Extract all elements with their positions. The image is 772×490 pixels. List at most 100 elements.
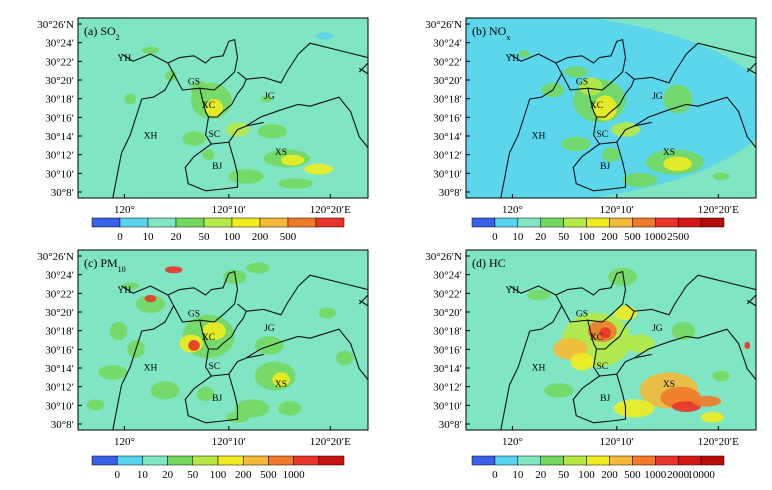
district-label-gs: GS (188, 310, 200, 320)
y-tick-label: 30°24′ (45, 270, 74, 282)
y-tick-label: 30°8′ (51, 187, 74, 199)
emission-blob (712, 370, 730, 382)
emission-blob (246, 262, 270, 274)
colorbar-tick-label: 10 (143, 231, 155, 243)
colorbar-tick-label: 0 (114, 469, 120, 481)
colorbar-swatch (540, 455, 564, 466)
y-tick-label: 30°8′ (439, 419, 462, 431)
colorbar-tick-label: 10 (512, 469, 524, 481)
colorbar-swatch (147, 217, 177, 228)
boundary-line (634, 274, 756, 316)
boundary-line (633, 328, 756, 380)
boundary-line (358, 62, 368, 73)
district-label-yh: YH (506, 286, 520, 296)
colorbar-tick-label: 10000 (687, 469, 715, 481)
district-label-xs: XS (663, 380, 675, 390)
y-tick-label: 30°24′ (433, 270, 462, 282)
district-label-bj: BJ (600, 394, 610, 404)
emission-blob (278, 401, 302, 416)
boundary-line (746, 62, 756, 73)
emission-blob (136, 295, 165, 313)
y-tick-label: 30°16′ (433, 112, 462, 124)
emission-blob (182, 131, 206, 146)
district-label-gs: GS (576, 78, 588, 88)
colorbar-tick-label: 2000 (667, 469, 690, 481)
emission-blob (561, 136, 591, 152)
y-tick-label: 30°8′ (439, 187, 462, 199)
district-label-jg: JG (264, 92, 275, 102)
y-tick-label: 30°18′ (45, 326, 74, 338)
panel-a: YH GS XC JG XH SC BJ XS (a) SO2 30°26′N 30°24′ 30°2… (37, 17, 369, 243)
y-tick-label: 30°12′ (433, 382, 462, 394)
boundary-line (246, 42, 368, 84)
x-tick-label: 120°20′E (698, 204, 739, 216)
emission-blob (744, 341, 751, 349)
colorbar-tick-label: 500 (260, 469, 277, 481)
district-label-sc: SC (596, 362, 608, 372)
district-label-xc: XC (590, 333, 603, 343)
colorbar-swatch (175, 217, 205, 228)
colorbar-tick-label: 100 (210, 469, 227, 481)
boundary-line (112, 285, 175, 430)
emission-blob (663, 156, 693, 171)
emission-blob (257, 124, 287, 139)
y-tick-label: 30°14′ (45, 131, 74, 143)
panel-d: YH GS XC JG XH SC BJ XS (d) HC 30°26′N 30°24′ 30°22… (425, 249, 757, 481)
boundary-line (555, 39, 627, 91)
colorbar-swatch (293, 455, 320, 466)
colorbar-tick-label: 1000 (644, 231, 667, 243)
colorbar-tick-label: 20 (535, 231, 547, 243)
colorbar-swatch (655, 455, 679, 466)
colorbar-tick-label: 500 (280, 231, 297, 243)
district-label-bj: BJ (212, 394, 222, 404)
y-tick-label: 30°18′ (45, 94, 74, 106)
colorbar-tick-label: 1000 (283, 469, 306, 481)
boundary-line (112, 53, 175, 198)
emission-blob (671, 322, 696, 340)
panel-c: YH GS XC JG XH SC BJ XS (c) PM10 30°26′N 30°24′ 30°… (37, 249, 369, 481)
colorbar-swatch (119, 217, 149, 228)
boundary-line (358, 294, 368, 305)
colorbar-tick-label: 0 (492, 469, 498, 481)
panel-title: (b) NOx (472, 24, 510, 42)
y-tick-label: 30°20′ (433, 75, 462, 87)
y-tick-label: 30°26′N (37, 19, 74, 31)
y-tick-label: 30°26′N (425, 251, 462, 263)
colorbar-tick-label: 20 (535, 469, 547, 481)
colorbar-swatch (700, 217, 725, 228)
colorbar-tick-label: 10 (512, 231, 524, 243)
boundary-line (245, 328, 368, 380)
colorbar-swatch (142, 455, 168, 466)
y-tick-label: 30°16′ (433, 344, 462, 356)
y-tick-label: 30°18′ (433, 326, 462, 338)
boundary-line (184, 142, 239, 192)
colorbar-swatch (563, 455, 587, 466)
colorbar-tick-label: 50 (558, 231, 570, 243)
emission-blob (579, 77, 603, 96)
y-tick-label: 30°24′ (433, 38, 462, 50)
y-tick-label: 30°26′N (425, 19, 462, 31)
boundary-line (184, 374, 239, 424)
emission-blob (625, 334, 655, 353)
y-tick-label: 30°20′ (45, 307, 74, 319)
colorbar-swatch (471, 455, 496, 466)
panel-title: (d) HC (472, 256, 506, 270)
y-tick-label: 30°14′ (433, 363, 462, 375)
district-label-sc: SC (208, 130, 220, 140)
boundary-line (572, 374, 627, 424)
x-tick-label: 120° (114, 436, 135, 448)
colorbar-tick-label: 0 (117, 231, 123, 243)
colorbar-swatch (517, 455, 541, 466)
emission-blob (188, 340, 200, 351)
emission-blob (663, 84, 693, 114)
boundary-line (500, 285, 563, 430)
y-tick-label: 30°20′ (433, 307, 462, 319)
x-tick-label: 120° (502, 436, 523, 448)
colorbar-swatch (91, 217, 121, 228)
emission-blob (518, 50, 530, 58)
colorbar-tick-label: 50 (199, 231, 211, 243)
emission-field (124, 32, 334, 190)
emission-blob (622, 172, 658, 188)
